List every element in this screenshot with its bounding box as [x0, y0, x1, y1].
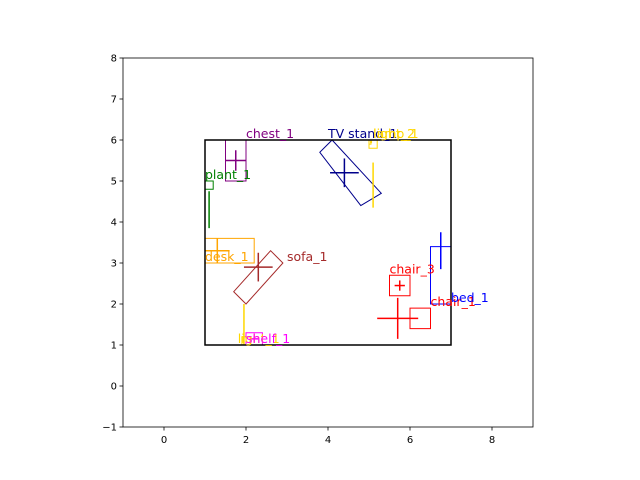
object-label: bed_1	[451, 290, 489, 305]
object-label: chest_1	[246, 126, 294, 141]
y-tick-label: 6	[111, 136, 117, 147]
room-layer	[204, 139, 452, 346]
axes-layer: 0 2 4 6 8 −1 0 1 2 3 4 5 6 7 8	[102, 54, 534, 446]
y-tick-label: 0	[111, 382, 117, 393]
x-tick-label: 2	[243, 435, 249, 446]
x-tick-label: 6	[407, 435, 413, 446]
object-label: chair_1	[431, 294, 476, 309]
object-outline	[389, 274, 411, 297]
object-label: chair_3	[390, 261, 435, 276]
y-tick-label: 2	[111, 300, 117, 311]
object-label: light_2	[373, 126, 415, 141]
object-label: TV stand_1	[327, 126, 397, 141]
x-tick-label: 0	[161, 435, 167, 446]
object-label: lamp_1	[373, 126, 418, 141]
object-label: light_1	[238, 331, 280, 346]
object-label: desk_1	[205, 249, 249, 264]
y-tick-label: 4	[111, 218, 117, 229]
y-tick-label: −1	[102, 423, 117, 434]
y-tick-label: 8	[111, 54, 117, 65]
y-tick-label: 7	[111, 95, 117, 106]
room-boundary	[204, 139, 452, 346]
object-label: shelf_1	[246, 331, 290, 346]
x-tick-label: 4	[325, 435, 331, 446]
y-tick-label: 3	[111, 259, 117, 270]
object-label: plant_1	[205, 167, 251, 182]
y-tick-label: 1	[111, 341, 117, 352]
x-tick-label: 8	[489, 435, 495, 446]
object-label: sofa_1	[287, 249, 327, 264]
y-tick-label: 5	[111, 177, 117, 188]
object-outline	[233, 249, 284, 305]
object-outline	[409, 307, 431, 330]
